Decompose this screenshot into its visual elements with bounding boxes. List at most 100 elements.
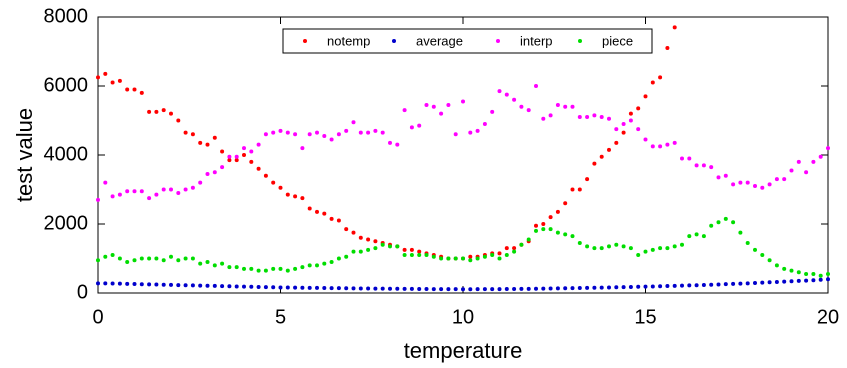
point [117, 192, 122, 197]
point [139, 256, 144, 261]
point [242, 153, 246, 157]
point [446, 256, 451, 261]
point [263, 285, 268, 290]
point [388, 244, 392, 249]
point [782, 177, 787, 182]
point [212, 263, 217, 268]
point [147, 282, 152, 287]
point [249, 159, 254, 164]
point [439, 287, 444, 292]
point [650, 284, 655, 289]
point [198, 283, 203, 288]
point [147, 256, 152, 261]
point [198, 140, 203, 145]
point [650, 144, 655, 149]
y-axis-label: test value [12, 108, 37, 202]
point [366, 286, 371, 291]
point [796, 159, 801, 164]
point [256, 284, 261, 289]
point [767, 280, 772, 285]
point [103, 281, 108, 286]
point [96, 197, 100, 202]
point [599, 115, 604, 120]
point [249, 149, 254, 154]
point [190, 256, 195, 261]
point [373, 286, 378, 291]
point [125, 281, 130, 286]
point [256, 142, 261, 147]
legend-box [282, 28, 653, 54]
point [738, 281, 743, 286]
point [643, 137, 648, 142]
point [139, 282, 144, 287]
point [227, 284, 232, 289]
legend-marker [392, 39, 396, 43]
point [563, 232, 568, 237]
point [344, 286, 349, 291]
point [716, 175, 721, 180]
point [548, 113, 553, 118]
point [366, 247, 371, 252]
point [614, 285, 619, 290]
point [680, 242, 684, 247]
point [322, 211, 327, 216]
point [431, 104, 436, 109]
point [402, 247, 407, 252]
point [767, 258, 772, 263]
point [176, 190, 181, 195]
point [409, 125, 414, 130]
point [161, 108, 166, 113]
point [563, 201, 568, 206]
point [621, 285, 626, 290]
point [570, 286, 575, 291]
point [745, 180, 750, 185]
point [329, 216, 334, 221]
point [344, 254, 349, 259]
point [577, 187, 582, 192]
point [789, 168, 794, 173]
point [439, 111, 444, 116]
point [482, 121, 487, 126]
point [110, 194, 115, 199]
point [555, 230, 560, 235]
point [242, 266, 246, 271]
point [555, 209, 560, 214]
point [373, 239, 378, 244]
point [300, 265, 305, 270]
point [826, 277, 830, 282]
point [577, 286, 582, 291]
point [351, 230, 356, 235]
point [745, 240, 750, 245]
point [468, 287, 473, 292]
point [628, 111, 633, 116]
point [395, 286, 400, 291]
point [694, 283, 699, 288]
point [577, 240, 582, 245]
point [212, 283, 217, 288]
point [366, 130, 371, 135]
point [336, 218, 341, 223]
point [512, 249, 517, 254]
point [621, 130, 626, 135]
point [461, 99, 465, 104]
point [563, 104, 568, 109]
point [234, 154, 239, 159]
point [110, 281, 115, 286]
point [256, 268, 261, 273]
point [446, 102, 451, 107]
point [826, 146, 830, 151]
point [468, 254, 473, 259]
point [242, 146, 246, 151]
point [753, 247, 757, 252]
point [358, 235, 363, 240]
point [103, 71, 108, 76]
point [482, 287, 487, 292]
point [818, 273, 823, 278]
point [176, 118, 181, 123]
point [373, 128, 378, 133]
point [804, 272, 809, 277]
point [154, 256, 159, 261]
point [271, 285, 276, 290]
point [643, 249, 648, 254]
point [293, 285, 298, 290]
